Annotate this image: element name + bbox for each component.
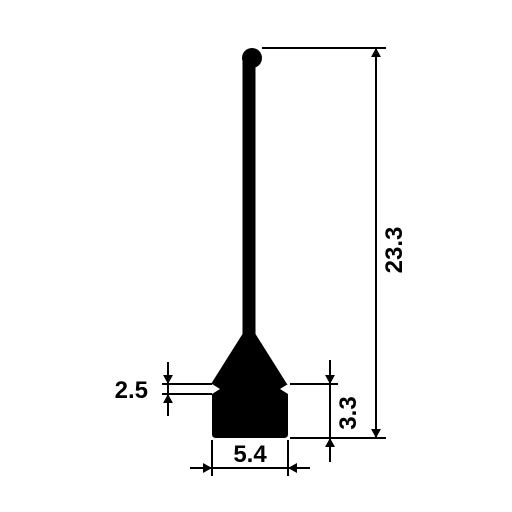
dim-notch-height: [162, 362, 212, 416]
dim-base-height: [290, 360, 338, 462]
profile-shape: [211, 48, 288, 438]
svg-text:3.3: 3.3: [335, 396, 362, 429]
svg-text:5.4: 5.4: [233, 441, 267, 468]
svg-text:23.3: 23.3: [381, 227, 408, 274]
profile-ball: [242, 48, 262, 68]
svg-text:2.5: 2.5: [115, 377, 148, 404]
